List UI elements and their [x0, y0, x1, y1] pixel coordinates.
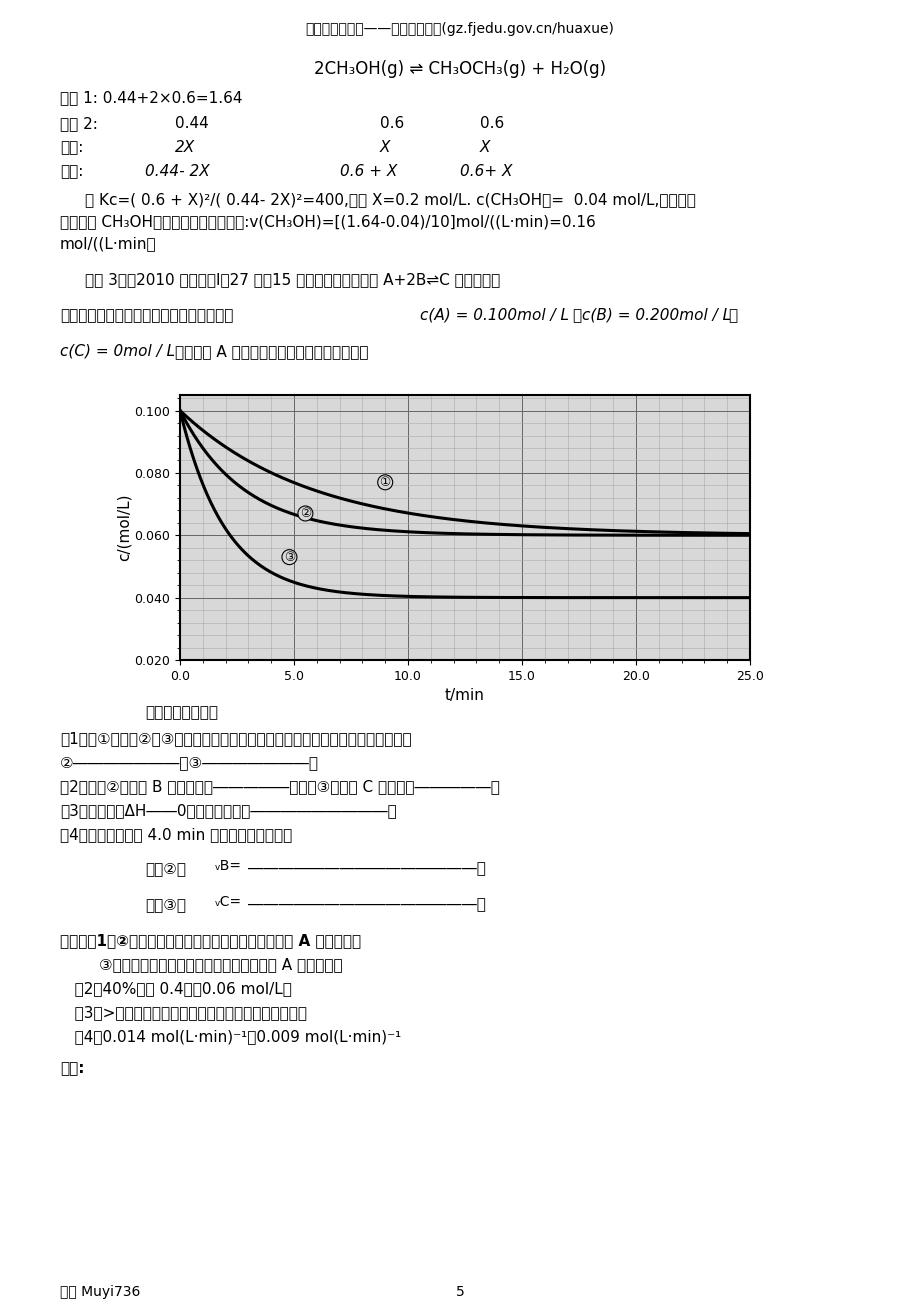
Text: c(B) = 0.200mol / L: c(B) = 0.200mol / L: [582, 309, 731, 323]
Text: ③温度升高；达到平衡的时间缩短，平衡时 A 的浓度减小: ③温度升高；达到平衡的时间缩短，平衡时 A 的浓度减小: [60, 957, 342, 973]
Text: 0.6: 0.6: [380, 116, 403, 132]
Text: 转化:: 转化:: [60, 141, 84, 155]
Text: （2）40%（或 0.4）；0.06 mol/L；: （2）40%（或 0.4）；0.06 mol/L；: [60, 980, 291, 996]
Text: 0.44: 0.44: [175, 116, 209, 132]
Text: （4）0.014 mol(L·min)⁻¹；0.009 mol(L·min)⁻¹: （4）0.014 mol(L·min)⁻¹；0.009 mol(L·min)⁻¹: [60, 1029, 401, 1044]
Text: 则 Kc=( 0.6 + X)²/( 0.44- 2X)²=400,解得 X=0.2 mol/L. c(CH₃OH）=  0.04 mol/L,反应起始: 则 Kc=( 0.6 + X)²/( 0.44- 2X)²=400,解得 X=0…: [85, 191, 695, 207]
Text: ①: ①: [380, 475, 391, 488]
Text: 练习 3：（2010 年全国卷I，27 题，15 分）在溶液中，反应 A+2B⇌C 分别在三种: 练习 3：（2010 年全国卷I，27 题，15 分）在溶液中，反应 A+2B⇌…: [85, 272, 500, 286]
Text: ③: ③: [283, 551, 295, 564]
Text: 实验③：: 实验③：: [145, 897, 186, 911]
Text: 2X: 2X: [175, 141, 195, 155]
Text: 答案：（1）②加制化剤；达到平衡的时间缩短，平衡时 A 的浓度未变: 答案：（1）②加制化剤；达到平衡的时间缩短，平衡时 A 的浓度未变: [60, 934, 361, 948]
Text: （2）实验②平衡时 B 的转化率为―――――；实验③平衡时 C 的浓度为―――――；: （2）实验②平衡时 B 的转化率为―――――；实验③平衡时 C 的浓度为――――…: [60, 779, 499, 794]
Text: 提示:: 提示:: [60, 1061, 85, 1075]
Text: 起始 2:: 起始 2:: [60, 116, 97, 132]
Text: ②―――――――；③―――――――；: ②―――――――；③―――――――；: [60, 755, 319, 769]
Text: 不同实验条件下进行，它们的起始浓度均为: 不同实验条件下进行，它们的起始浓度均为: [60, 309, 233, 323]
Text: （4）该反应进行到 4.0 min 时的平均反应速率：: （4）该反应进行到 4.0 min 时的平均反应速率：: [60, 827, 292, 842]
Text: 请回答下列问题：: 请回答下列问题：: [145, 704, 218, 720]
Text: 0.6 + X: 0.6 + X: [340, 164, 397, 178]
Text: 福建高中新课程——化学试题研究(gz.fjedu.gov.cn/huaxue): 福建高中新课程——化学试题研究(gz.fjedu.gov.cn/huaxue): [305, 22, 614, 36]
Text: 2CH₃OH(g) ⇌ CH₃OCH₃(g) + H₂O(g): 2CH₃OH(g) ⇌ CH₃OCH₃(g) + H₂O(g): [313, 60, 606, 78]
Text: c(C) = 0mol / L: c(C) = 0mol / L: [60, 344, 175, 359]
Text: ᵥB=: ᵥB=: [215, 859, 242, 874]
Text: 起始 1: 0.44+2×0.6=1.64: 起始 1: 0.44+2×0.6=1.64: [60, 90, 243, 105]
Y-axis label: c/(mol/L): c/(mol/L): [117, 493, 131, 561]
Text: （1）与①比较，②和③分别仅改变一种反应条件。所改变的条件和判断的理由是：: （1）与①比较，②和③分别仅改变一种反应条件。所改变的条件和判断的理由是：: [60, 730, 411, 746]
Text: 、: 、: [572, 309, 581, 323]
Text: X: X: [480, 141, 490, 155]
X-axis label: t/min: t/min: [445, 689, 484, 703]
Text: （3）>；升高温度向正方向移动，故该反应是吸热反应: （3）>；升高温度向正方向移动，故该反应是吸热反应: [60, 1005, 307, 1019]
Text: （3）该反应的ΔH――0，判断其理由是―――――――――；: （3）该反应的ΔH――0，判断其理由是―――――――――；: [60, 803, 396, 818]
Text: 0.6: 0.6: [480, 116, 504, 132]
Text: 编辑 Muyi736: 编辑 Muyi736: [60, 1285, 141, 1299]
Text: X: X: [380, 141, 390, 155]
Text: 0.6+ X: 0.6+ X: [460, 164, 512, 178]
Text: 。反应物 A 的浓度随时间的变化如下图所示。: 。反应物 A 的浓度随时间的变化如下图所示。: [175, 344, 369, 359]
Text: c(A) = 0.100mol / L: c(A) = 0.100mol / L: [420, 309, 568, 323]
Text: ―――――――――――――――；: ―――――――――――――――；: [248, 861, 485, 876]
Text: ②: ②: [300, 506, 311, 519]
Text: 0.44- 2X: 0.44- 2X: [145, 164, 210, 178]
Text: mol/((L·min）: mol/((L·min）: [60, 236, 156, 251]
Text: 5: 5: [455, 1285, 464, 1299]
Text: 及: 及: [727, 309, 736, 323]
Text: ―――――――――――――――。: ―――――――――――――――。: [248, 897, 485, 911]
Text: 平衡:: 平衡:: [60, 164, 84, 178]
Text: ᵥC=: ᵥC=: [215, 894, 242, 909]
Text: 只加入了 CH₃OH，该时间内反应速率为:v(CH₃OH)=[(1.64-0.04)/10]mol/((L·min)=0.16: 只加入了 CH₃OH，该时间内反应速率为:v(CH₃OH)=[(1.64-0.0…: [60, 214, 596, 229]
Text: 实验②：: 实验②：: [145, 861, 186, 876]
